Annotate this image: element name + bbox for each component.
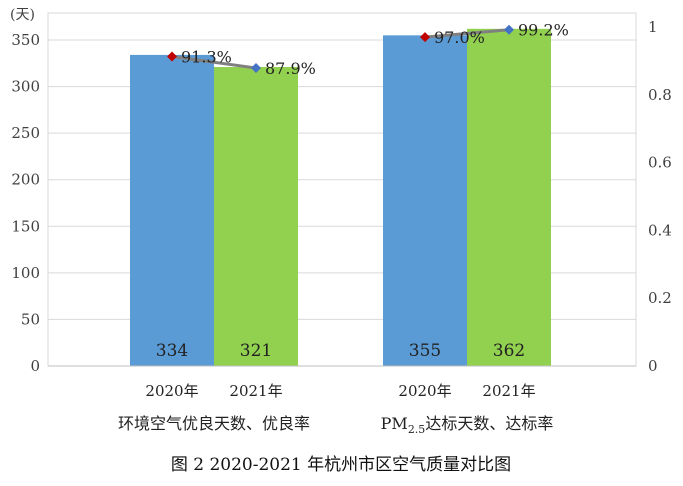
- y-tick-label: 250: [11, 124, 40, 142]
- group-label-main: PM: [381, 414, 408, 433]
- bar-value-label: 321: [240, 341, 272, 361]
- rate-marker: [251, 63, 261, 74]
- x-category-label: 2021年: [229, 382, 282, 400]
- group-label-subscript: 2.5: [408, 423, 426, 436]
- y2-tick-label: 0.6: [648, 154, 672, 172]
- rate-marker: [420, 32, 430, 43]
- group-label: PM2.5达标天数、达标率: [381, 414, 554, 436]
- bar: [130, 54, 214, 366]
- bar-value-label: 355: [409, 341, 441, 361]
- bar: [214, 67, 298, 367]
- y-tick-label: 200: [11, 171, 40, 189]
- rate-marker: [167, 51, 177, 62]
- rate-label: 99.2%: [518, 21, 569, 40]
- y-tick-label: 0: [30, 357, 40, 375]
- bar: [383, 35, 467, 366]
- group-label-rest: 达标天数、达标率: [425, 414, 553, 433]
- y-tick-label: 350: [11, 31, 40, 49]
- rate-label: 97.0%: [434, 28, 485, 47]
- y2-tick-label: 0: [648, 357, 658, 375]
- x-category-label: 2020年: [145, 382, 198, 400]
- y-tick-label: 300: [11, 78, 40, 96]
- x-category-label: 2021年: [482, 382, 535, 400]
- rate-marker: [504, 24, 514, 35]
- bar-value-label: 334: [156, 341, 188, 361]
- rate-line: [171, 55, 257, 70]
- rate-label: 91.3%: [181, 47, 232, 66]
- chart-caption: 图 2 2020-2021 年杭州市区空气质量对比图: [171, 455, 511, 475]
- y2-tick-label: 0.4: [648, 221, 672, 239]
- y2-tick-label: 1: [648, 18, 658, 36]
- y-axis-unit-label: (天): [10, 7, 35, 23]
- x-category-label: 2020年: [398, 382, 451, 400]
- y2-tick-label: 0.8: [648, 86, 672, 104]
- bar-value-label: 362: [493, 341, 525, 361]
- group-label: 环境空气优良天数、优良率: [118, 414, 310, 433]
- bar: [467, 28, 551, 367]
- y-tick-label: 50: [21, 310, 40, 328]
- y-tick-label: 100: [11, 264, 40, 282]
- rate-line: [424, 28, 510, 39]
- y2-tick-label: 0.2: [648, 289, 672, 307]
- y-tick-label: 150: [11, 217, 40, 235]
- rate-label: 87.9%: [265, 59, 316, 78]
